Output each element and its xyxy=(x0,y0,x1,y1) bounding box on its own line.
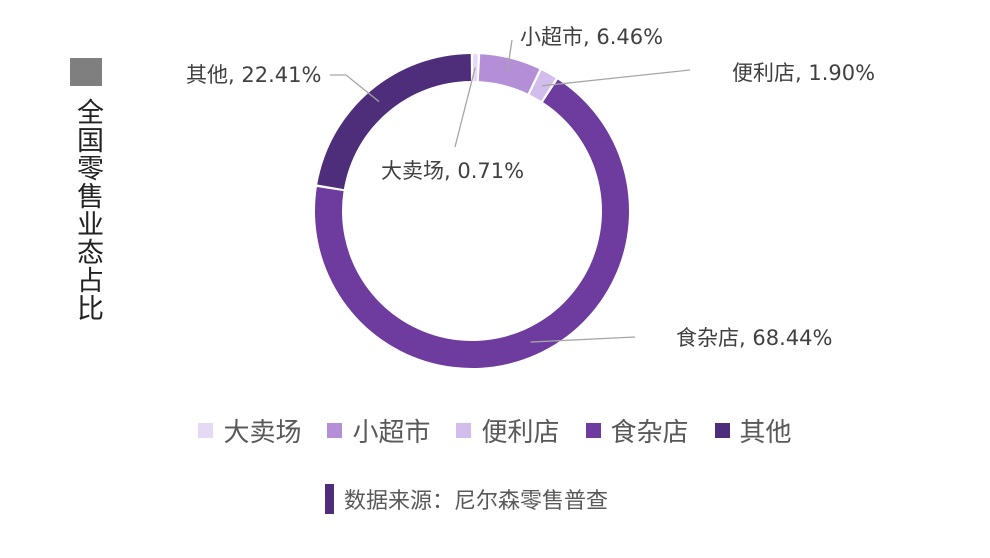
donut-slice-damaichang xyxy=(473,54,478,82)
leader-line-xiaochaoshi xyxy=(506,39,513,72)
chart-title-block: 全国零售业态占比 xyxy=(70,58,103,322)
legend-swatch xyxy=(585,423,601,438)
leader-line-shizadian xyxy=(530,336,636,343)
legend-swatch xyxy=(198,423,214,438)
leader-line-qita xyxy=(330,74,380,103)
source-text: 数据来源：尼尔森零售普查 xyxy=(344,489,609,514)
legend-swatch xyxy=(327,423,343,438)
title-marker xyxy=(70,58,102,86)
source-marker xyxy=(325,484,334,514)
data-label-xiaochaoshi: 小超市, 6.46% xyxy=(520,25,663,49)
legend-item-bianlidian: 便利店 xyxy=(456,412,560,449)
legend-label: 食杂店 xyxy=(610,418,689,448)
donut-slice-qita xyxy=(317,54,471,190)
legend-item-xiaochaoshi: 小超市 xyxy=(327,412,430,449)
donut-slices xyxy=(315,54,629,368)
data-source: 数据来源：尼尔森零售普查 xyxy=(325,483,608,515)
leader-line-bianlidian xyxy=(542,69,691,87)
legend-item-damaichang: 大卖场 xyxy=(198,412,301,449)
legend-item-shizadian: 食杂店 xyxy=(585,412,689,449)
leader-lines xyxy=(330,39,691,343)
legend-swatch xyxy=(456,423,472,438)
legend-label: 便利店 xyxy=(481,418,560,448)
donut-slice-xiaochaoshi xyxy=(478,54,540,94)
legend-label: 大卖场 xyxy=(223,418,302,448)
data-label-damaichang: 大卖场, 0.71% xyxy=(381,159,524,183)
leader-line-damaichang xyxy=(454,67,476,148)
data-label-qita: 其他, 22.41% xyxy=(186,63,321,87)
legend-swatch xyxy=(714,423,730,438)
data-label-shizadian: 食杂店, 68.44% xyxy=(676,326,832,350)
legend-item-qita: 其他 xyxy=(714,412,792,449)
data-labels: 大卖场, 0.71% 小超市, 6.46% 便利店, 1.90% 食杂店, 68… xyxy=(186,25,875,350)
chart-title: 全国零售业态占比 xyxy=(72,98,103,322)
data-label-bianlidian: 便利店, 1.90% xyxy=(732,61,875,85)
legend-label: 其他 xyxy=(739,418,792,448)
legend-label: 小超市 xyxy=(352,418,431,448)
chart-legend: 大卖场 小超市 便利店 食杂店 其他 xyxy=(0,412,990,449)
